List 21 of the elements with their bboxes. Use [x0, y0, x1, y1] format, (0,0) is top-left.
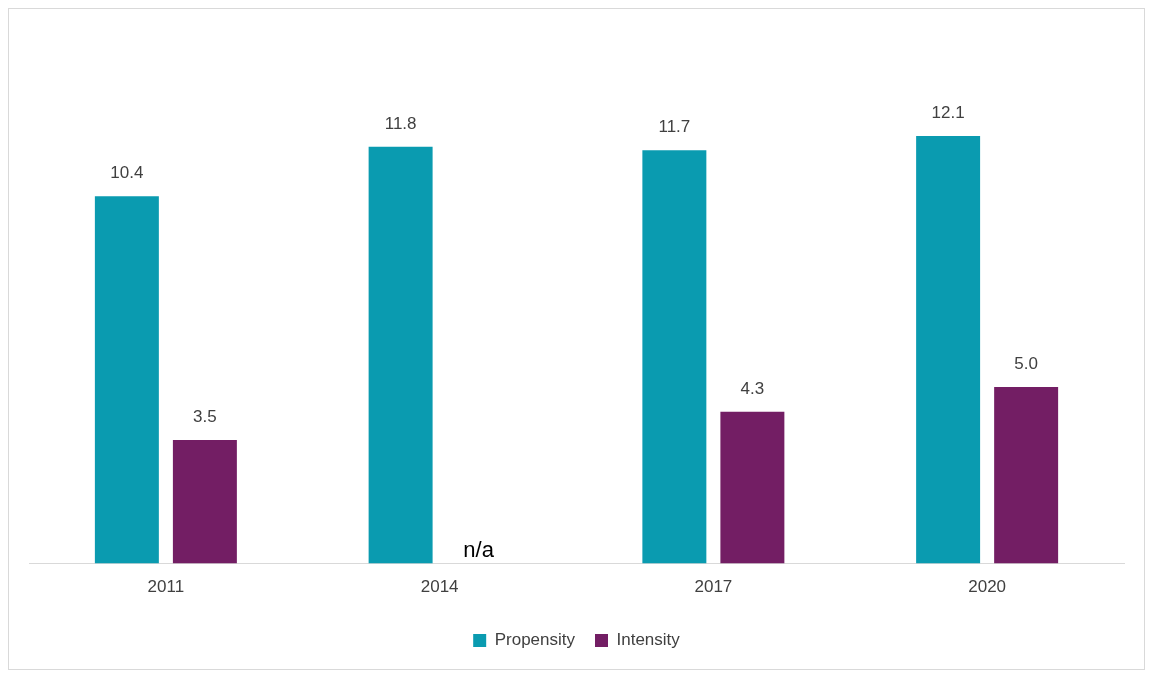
x-tick-label: 2014	[420, 577, 459, 597]
data-label: 3.5	[193, 407, 217, 427]
data-label: 5.0	[1014, 354, 1038, 374]
legend-label: Intensity	[616, 630, 681, 650]
x-tick-label: 2011	[147, 577, 185, 597]
data-label: 10.4	[110, 163, 144, 183]
text: n/a	[463, 536, 494, 562]
bar	[94, 196, 159, 564]
bar	[994, 386, 1059, 564]
legend-label: Propensity	[494, 630, 576, 650]
bar	[172, 439, 237, 564]
x-tick-label: 2017	[694, 577, 733, 597]
data-label: 11.7	[658, 117, 691, 137]
bar	[368, 146, 433, 564]
bar	[916, 136, 981, 564]
bar	[642, 150, 707, 564]
x-tick-label: 2020	[968, 577, 1007, 597]
data-label: 11.8	[384, 113, 417, 133]
data-label: 12.1	[931, 103, 965, 123]
bar	[720, 411, 785, 564]
data-label: 4.3	[740, 378, 765, 398]
